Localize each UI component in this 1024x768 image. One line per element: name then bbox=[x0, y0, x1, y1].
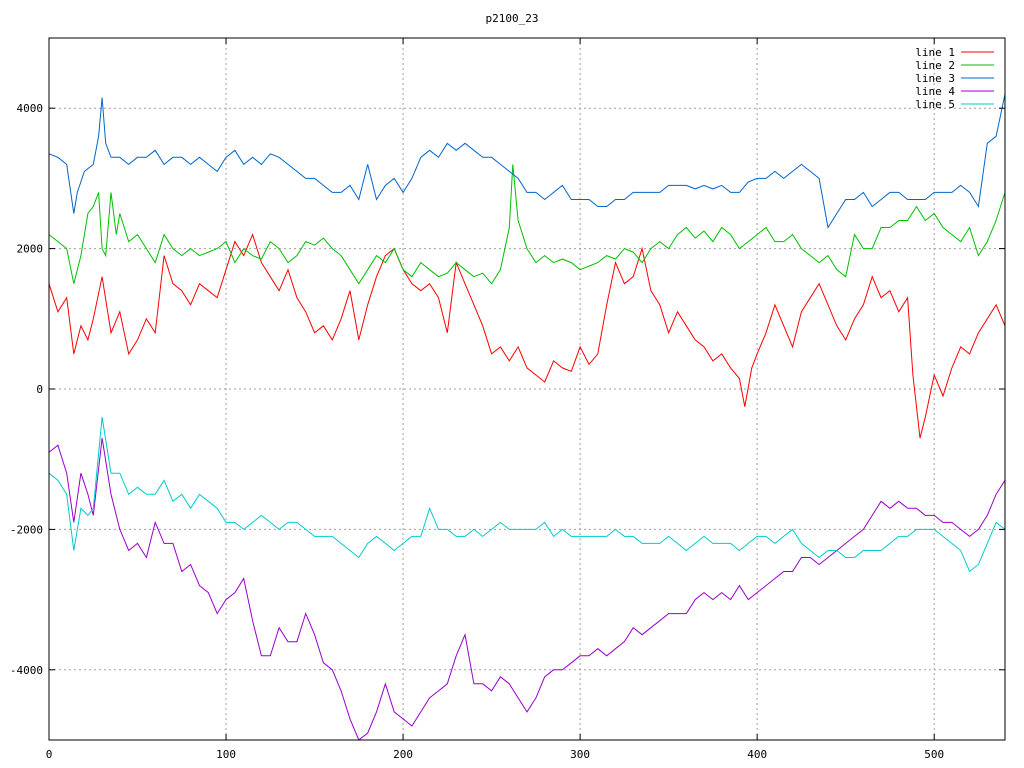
x-tick-label: 400 bbox=[747, 748, 767, 761]
x-tick-label: 100 bbox=[216, 748, 236, 761]
y-tick-label: -4000 bbox=[10, 664, 43, 677]
legend-label-3: line 3 bbox=[915, 72, 955, 85]
series-lines bbox=[49, 94, 1005, 740]
legend-label-5: line 5 bbox=[915, 98, 955, 111]
legend-label-1: line 1 bbox=[915, 46, 955, 59]
legend-label-2: line 2 bbox=[915, 59, 955, 72]
y-tick-label: 4000 bbox=[17, 102, 44, 115]
grid bbox=[49, 38, 1005, 740]
x-tick-label: 200 bbox=[393, 748, 413, 761]
y-tick-label: 2000 bbox=[17, 243, 44, 256]
chart-title: p2100_23 bbox=[486, 12, 539, 25]
legend-label-4: line 4 bbox=[915, 85, 955, 98]
y-tick-label: -2000 bbox=[10, 523, 43, 536]
y-tick-label: 0 bbox=[36, 383, 43, 396]
x-tick-label: 300 bbox=[570, 748, 590, 761]
series-line-3 bbox=[49, 94, 1005, 229]
series-line-4 bbox=[49, 438, 1005, 740]
series-line-1 bbox=[49, 233, 1005, 439]
plot-area-frame bbox=[48, 37, 1006, 741]
series-line-5 bbox=[49, 417, 1005, 573]
axis-ticks: 0 100 200 300 400 500 -4000 -2000 0 2000 4000 bbox=[10, 38, 1005, 761]
x-tick-label: 0 bbox=[46, 748, 53, 761]
x-tick-label: 500 bbox=[924, 748, 944, 761]
series-line-2 bbox=[49, 164, 1005, 285]
